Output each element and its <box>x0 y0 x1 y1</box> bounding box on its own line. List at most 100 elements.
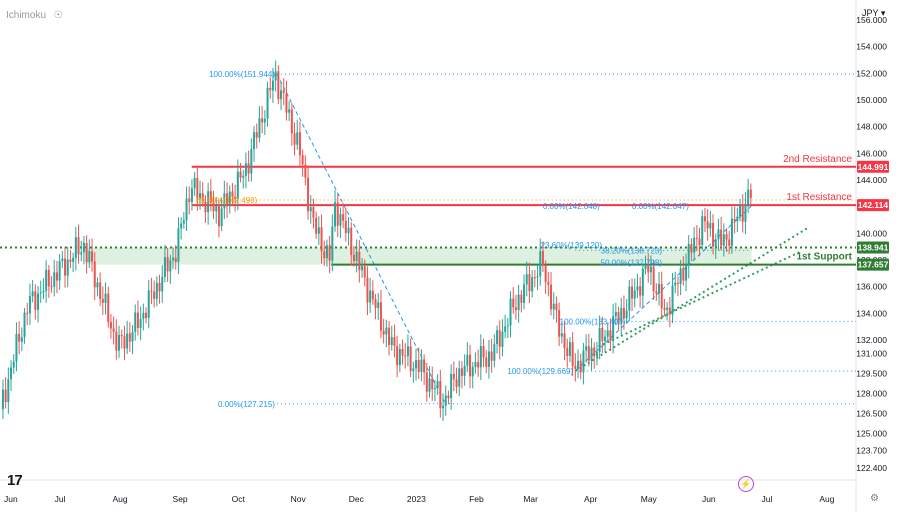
candle-body <box>177 228 180 262</box>
candle-body <box>390 337 393 346</box>
candle-body <box>531 277 534 292</box>
candle-body <box>671 285 674 315</box>
candle-body <box>703 216 706 222</box>
candle-body <box>115 331 118 351</box>
candle-body <box>28 296 31 314</box>
candle-body <box>658 283 661 294</box>
candle-body <box>674 282 677 286</box>
y-tick-label: 146.000 <box>856 148 887 158</box>
candle-body <box>188 198 191 202</box>
candle-body <box>720 229 723 246</box>
candle-body <box>82 242 85 253</box>
candle-body <box>344 220 347 234</box>
candle-body <box>369 290 372 303</box>
tradingview-logo-icon[interactable]: 17 <box>7 472 23 489</box>
candle-body <box>633 290 636 299</box>
candle-body <box>604 336 607 342</box>
gear-icon[interactable]: ⚙ <box>870 493 879 504</box>
candle-body <box>96 282 99 288</box>
candle-body <box>655 291 658 294</box>
candle-body <box>112 328 115 332</box>
candle-body <box>587 346 590 361</box>
candle-body <box>77 237 80 255</box>
candle-body <box>606 330 609 337</box>
candle-body <box>528 274 531 292</box>
candle-body <box>69 259 72 262</box>
candle-body <box>323 251 326 259</box>
currency-selector[interactable]: JPY ▾ <box>862 8 885 19</box>
candle-body <box>598 328 601 353</box>
candle-body <box>290 109 293 134</box>
candle-body <box>99 282 102 299</box>
x-tick-label: Dec <box>349 494 365 504</box>
candle-body <box>231 191 234 197</box>
candle-body <box>10 367 13 380</box>
candle-body <box>595 352 598 357</box>
candle-body <box>352 254 355 262</box>
candle-body <box>136 312 139 328</box>
candle-body <box>539 251 542 277</box>
candle-body <box>288 109 291 113</box>
candle-body <box>622 308 625 319</box>
y-tick-label: 122.400 <box>856 463 887 473</box>
candle-body <box>58 261 61 281</box>
level-badge <box>857 199 889 212</box>
candle-body <box>585 346 588 351</box>
indicator-label[interactable]: Ichimoku ☉ <box>6 10 63 21</box>
candle-body <box>614 312 617 317</box>
candle-body <box>366 277 369 303</box>
eye-icon[interactable]: ☉ <box>53 10 63 21</box>
currency-label: JPY <box>862 8 879 18</box>
level-name-2nd-resistance: 2nd Resistance <box>783 154 852 165</box>
candle-body <box>406 346 409 356</box>
candle-body <box>647 265 650 273</box>
fib-trend-line-2 <box>574 205 752 372</box>
candle-body <box>139 319 142 328</box>
candle-body <box>12 361 15 368</box>
candle-body <box>85 242 88 263</box>
candle-body <box>525 274 528 285</box>
candle-body <box>217 206 220 227</box>
candle-body <box>31 291 34 297</box>
candle-body <box>547 282 550 285</box>
candle-body <box>298 132 301 156</box>
candle-body <box>385 327 388 335</box>
candle-body <box>328 245 331 261</box>
candle-body <box>23 312 26 338</box>
candle-body <box>182 220 185 224</box>
candle-body <box>309 207 312 212</box>
x-tick-label: Apr <box>584 494 597 504</box>
candle-body <box>712 223 715 247</box>
candle-body <box>7 379 10 402</box>
candle-body <box>109 322 112 329</box>
candle-body <box>685 265 688 281</box>
candle-body <box>631 286 634 299</box>
candle-body <box>558 310 561 337</box>
candle-body <box>593 347 596 357</box>
candle-body <box>568 342 571 357</box>
candle-body <box>690 244 693 253</box>
x-tick-label: Mar <box>523 494 538 504</box>
candle-body <box>158 282 161 292</box>
y-tick-label: 132.000 <box>856 335 887 345</box>
candle-body <box>355 251 358 262</box>
candle-body <box>431 378 434 390</box>
candle-body <box>471 366 474 377</box>
fib-trend-line <box>276 73 446 405</box>
flash-icon[interactable]: ⚡ <box>738 476 754 492</box>
candle-body <box>37 293 40 310</box>
candle-body <box>64 258 67 276</box>
candle-body <box>20 337 23 342</box>
candle-body <box>520 294 523 303</box>
candle-body <box>541 251 544 266</box>
candle-body <box>452 373 455 380</box>
fib-label: 61.80%(142.498) <box>196 196 258 205</box>
candle-body <box>15 333 18 362</box>
candle-body <box>285 92 288 113</box>
candle-body <box>244 163 247 176</box>
candle-body <box>679 268 682 284</box>
candle-body <box>617 312 620 323</box>
candle-body <box>566 348 569 357</box>
indicator-name: Ichimoku <box>6 10 47 21</box>
